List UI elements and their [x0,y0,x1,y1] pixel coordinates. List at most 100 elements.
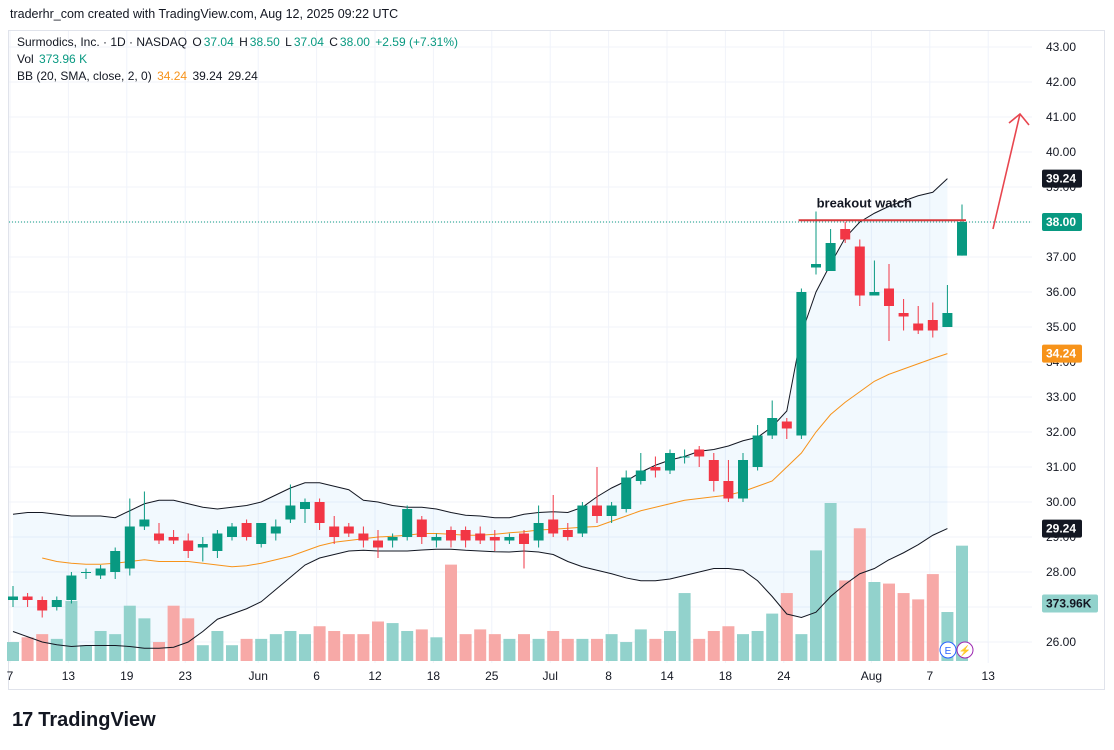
volume-bar [342,634,355,661]
candle [343,523,354,537]
legend-close-value: 38.00 [339,35,370,49]
breakout-watch-label[interactable]: breakout watch [817,195,912,210]
tradingview-logo[interactable]: 17 TradingView [12,709,156,732]
y-tick-label: 33.00 [1046,390,1076,404]
x-tick-label: 18 [427,669,441,683]
volume-bar [109,634,122,661]
svg-text:E: E [945,646,952,657]
candle [854,239,865,306]
candle-body [81,572,91,573]
candle [562,523,573,541]
candle [884,264,894,341]
candle [8,586,18,607]
candles [8,204,967,618]
candle-body [256,523,267,544]
y-tick-label: 43.00 [1046,40,1076,54]
y-tick-label: 32.00 [1046,425,1076,439]
candle [37,596,48,618]
candle [329,516,340,544]
volume-bar [372,621,384,661]
candle-body [519,533,529,544]
candle-body [694,449,705,457]
candle-body [767,418,778,436]
candle-body [402,509,413,537]
candle-body [723,481,734,499]
candle [489,530,500,551]
y-tick-label: 40.00 [1046,145,1076,159]
x-tick-label: 8 [605,669,612,683]
candle-body [942,313,953,327]
legend-bb-label: BB (20, SMA, close, 2, 0) [17,69,152,83]
candle-body [489,537,500,541]
legend-volume-row[interactable]: Vol 373.96 K [17,52,89,66]
candle [869,260,880,296]
attribution-text: traderhr_com created with TradingView.co… [10,7,399,21]
candle-body [854,246,865,296]
price-axis: 26.0027.0028.0029.0030.0031.0032.0033.00… [1046,40,1076,649]
candle [183,533,194,558]
price-tags: 39.24 38.00 34.24 29.24 373.96K [1042,169,1098,613]
candle [431,533,442,548]
legend-open-value: 37.04 [203,35,234,49]
candle [416,516,427,544]
candle-body [154,533,164,541]
volume-bar [167,605,180,661]
candle-body [139,519,150,527]
volume-bar [664,630,676,661]
candle [460,526,471,548]
candle-body [796,292,807,436]
candle [139,491,150,530]
candle-body [840,229,851,240]
candle-body [197,544,208,548]
candle [475,526,486,544]
candle-body [8,596,18,600]
candle [446,526,456,548]
candle [402,505,413,541]
legend-bb-lower: 29.24 [227,69,258,83]
price-tag-basis: 34.24 [1042,344,1082,363]
candle [504,533,515,544]
candle [942,285,953,327]
volume-bar [255,638,268,661]
x-tick-label: 18 [719,669,733,683]
price-tag-bg [1042,169,1082,188]
volume-bar [240,638,253,661]
legend-close-label: C [329,35,338,49]
x-tick-label: 13 [62,669,76,683]
candle [95,565,106,579]
projection-arrow[interactable] [992,112,1030,230]
candle-body [898,313,909,317]
candle-body [329,526,340,537]
candle-body [621,477,632,509]
price-tag-close: 38.00 [1042,213,1082,231]
candle-body [416,519,427,537]
volume-bar [328,630,341,661]
volume-bars [7,503,968,661]
candle-body [884,288,894,306]
x-tick-label: 7 [7,669,14,683]
earnings-event-icon[interactable]: E [939,641,957,659]
volume-bar [313,626,326,661]
candle-body [285,505,296,520]
x-tick-label: 23 [179,669,193,683]
candle-body [679,456,690,458]
volume-bar [459,634,472,661]
chart-pane[interactable] [8,30,1105,690]
legend-open-label: O [192,35,202,49]
legend-bb-upper: 39.24 [192,69,223,83]
candle [621,470,632,513]
y-tick-label: 42.00 [1046,75,1076,89]
price-tag-label: 39.24 [1046,172,1076,186]
candle-body [460,530,471,541]
legend-bb-row[interactable]: BB (20, SMA, close, 2, 0) 34.24 39.24 29… [17,69,260,83]
price-tag-label: 34.24 [1046,347,1076,361]
volume-bar [620,642,633,661]
volume-bar [65,600,78,661]
legend-bb-basis: 34.24 [157,69,188,83]
volume-bar [883,583,895,661]
x-tick-label: Aug [861,669,882,683]
dividend-event-icon[interactable]: ⚡ [956,641,974,659]
candle [708,453,719,492]
y-tick-label: 30.00 [1046,495,1076,509]
